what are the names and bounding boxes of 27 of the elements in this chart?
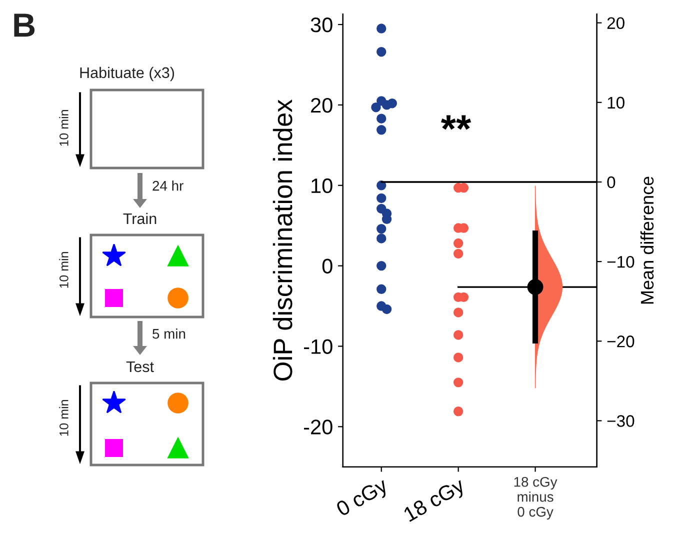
y-tick-label: -20 [304,420,332,434]
x-tick-label: 18 cGy [402,477,468,526]
annotation: ** [440,115,472,130]
text: 10 min [59,400,68,436]
y2-tick-label: 10 [608,96,624,109]
text: B [14,14,35,37]
y2-tick-label: 0 [607,176,616,188]
text: 10 min [59,110,68,146]
y2-tick-label: −10 [607,256,634,268]
text: 5 min [152,328,186,339]
y2-tick-label: −30 [607,415,634,427]
x-tick-label: 0 cGy [335,477,392,520]
y-axis-title: OiP discrimination index [272,99,292,381]
text: Test [126,361,154,372]
text: 10 min [59,252,68,288]
text: 24 hr [152,180,184,191]
y2-axis-title: Mean difference [640,176,654,304]
text: Train [123,212,156,224]
y-tick-label: 20 [311,98,332,113]
x-tick-label: 18 cGy minus 0 cGy [514,476,558,520]
y-tick-label: 30 [310,18,332,32]
y2-tick-label: −20 [607,336,634,348]
y-tick-label: 0 [322,258,332,274]
y2-tick-label: 20 [607,17,624,30]
y-tick-label: -10 [304,339,332,354]
y-tick-label: 10 [312,178,332,194]
text: Habituate (x3) [80,66,174,82]
